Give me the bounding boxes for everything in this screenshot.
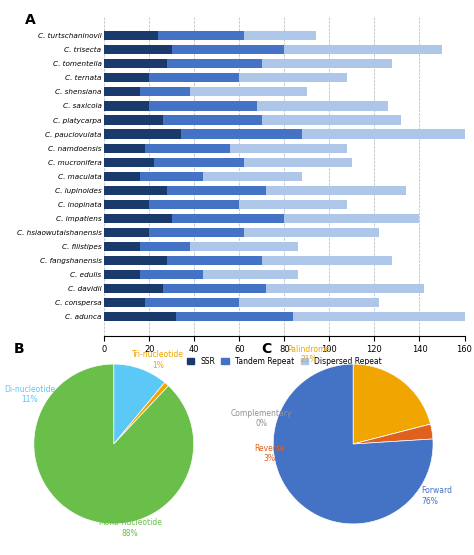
Bar [104, 312, 176, 321]
Bar [149, 73, 239, 83]
Text: Di-nucleotide
11%: Di-nucleotide 11% [4, 385, 55, 404]
Bar [145, 144, 230, 153]
Wedge shape [353, 424, 430, 444]
Bar [239, 298, 379, 307]
Bar [104, 129, 181, 139]
Wedge shape [353, 424, 433, 444]
Bar [284, 45, 442, 54]
Bar [163, 284, 266, 293]
Text: Reverse
3%: Reverse 3% [254, 444, 284, 463]
Bar [266, 186, 406, 195]
Bar [104, 171, 140, 181]
Bar [203, 270, 298, 279]
Bar [239, 73, 347, 83]
Wedge shape [273, 364, 433, 524]
Wedge shape [353, 364, 430, 444]
Bar [167, 59, 262, 68]
Bar [167, 186, 266, 195]
Text: Complementary
0%: Complementary 0% [230, 408, 292, 428]
Wedge shape [114, 364, 164, 444]
Bar [284, 214, 419, 223]
Text: B: B [14, 342, 25, 356]
Bar [104, 158, 154, 166]
Bar [140, 270, 203, 279]
Bar [104, 200, 149, 209]
Bar [266, 284, 424, 293]
Bar [104, 270, 140, 279]
Bar [104, 242, 140, 251]
Bar [172, 45, 284, 54]
Bar [149, 200, 239, 209]
Bar [262, 256, 392, 265]
Text: Forward
76%: Forward 76% [421, 486, 452, 506]
Bar [203, 171, 302, 181]
Bar [181, 129, 302, 139]
Bar [167, 256, 262, 265]
Bar [104, 284, 163, 293]
Bar [149, 102, 257, 110]
Wedge shape [114, 382, 168, 444]
Text: A: A [25, 13, 36, 27]
Legend: SSR, Tandem Repeat, Dispersed Repeat: SSR, Tandem Repeat, Dispersed Repeat [183, 354, 385, 369]
Bar [104, 31, 158, 41]
Wedge shape [34, 364, 194, 524]
Bar [172, 214, 284, 223]
Bar [244, 228, 379, 237]
Bar [262, 115, 401, 124]
Bar [104, 298, 145, 307]
Bar [262, 59, 392, 68]
Bar [244, 158, 352, 166]
Bar [190, 87, 307, 97]
Bar [244, 31, 316, 41]
Bar [158, 31, 244, 41]
Text: Tri-nucleotide
1%: Tri-nucleotide 1% [132, 350, 184, 370]
Bar [257, 102, 388, 110]
Bar [104, 144, 145, 153]
Bar [104, 214, 172, 223]
Bar [104, 228, 149, 237]
Bar [104, 115, 163, 124]
Bar [104, 186, 167, 195]
Text: Mono-nucleotide
88%: Mono-nucleotide 88% [98, 518, 162, 538]
Bar [104, 102, 149, 110]
Bar [176, 312, 293, 321]
Bar [149, 228, 244, 237]
Bar [140, 171, 203, 181]
Bar [145, 298, 239, 307]
Bar [302, 129, 465, 139]
Bar [104, 256, 167, 265]
Bar [230, 144, 347, 153]
Bar [140, 87, 190, 97]
Bar [239, 200, 347, 209]
Text: Palindrome
21%: Palindrome 21% [288, 345, 331, 364]
Bar [293, 312, 465, 321]
Bar [104, 59, 167, 68]
Text: C: C [261, 342, 272, 356]
Bar [154, 158, 244, 166]
Bar [104, 87, 140, 97]
Bar [190, 242, 298, 251]
Bar [140, 242, 190, 251]
Bar [104, 73, 149, 83]
Bar [104, 45, 172, 54]
Bar [163, 115, 262, 124]
